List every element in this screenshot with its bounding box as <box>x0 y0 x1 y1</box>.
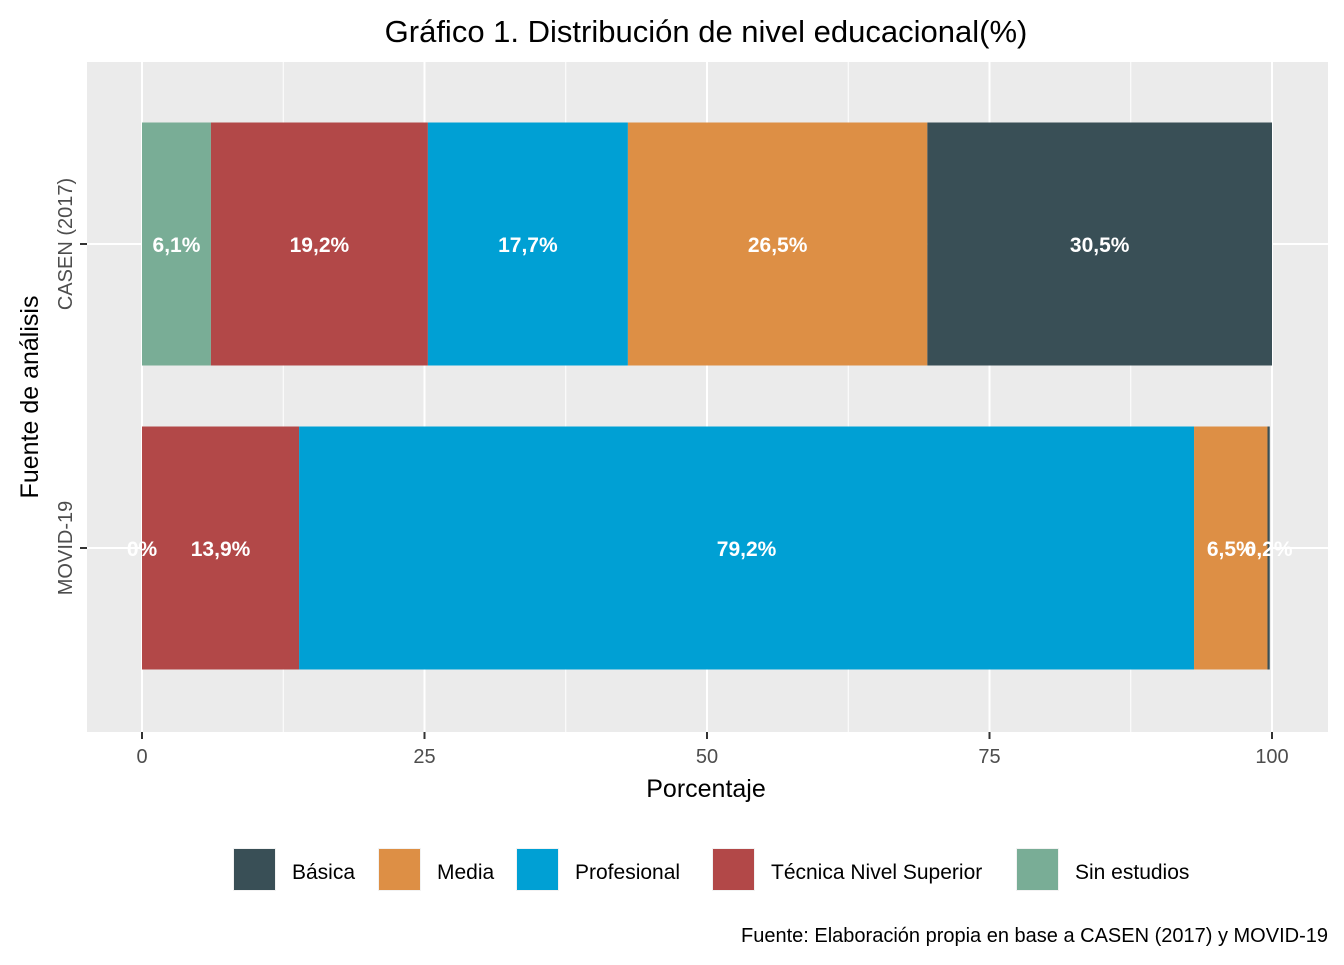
legend-label: Sin estudios <box>1075 861 1189 884</box>
legend-label: Técnica Nivel Superior <box>771 861 982 884</box>
bar-segment <box>210 122 428 366</box>
bar-value-label: 30,5% <box>1070 234 1130 257</box>
bar-value-label: 79,2% <box>717 538 777 561</box>
y-tick-label: CASEN (2017) <box>55 178 77 310</box>
bar-value-label: 13,9% <box>191 538 251 561</box>
x-axis-label: Porcentaje <box>646 775 766 803</box>
x-tick-label: 0 <box>136 746 147 768</box>
bar-value-label: 0,2% <box>1245 538 1293 561</box>
bar-segment <box>1194 426 1268 670</box>
bar-segment <box>1267 426 1270 670</box>
bar-value-label: 19,2% <box>290 234 350 257</box>
legend-label: Básica <box>292 861 355 884</box>
legend-swatch <box>1017 849 1058 890</box>
y-tick-label: MOVID-19 <box>55 501 77 595</box>
bar-value-label: 17,7% <box>498 234 558 257</box>
x-tick-label: 50 <box>696 746 718 768</box>
bar-segment <box>299 426 1195 670</box>
legend-label: Media <box>437 861 495 884</box>
bar-labels: 6,1% 19,2% 17,7% 26,5% 30,5% 0% 13,9% 79,2% 6,5%… <box>127 234 1293 561</box>
bar-value-label: 6,5% <box>1207 538 1255 561</box>
legend-swatch <box>234 849 275 890</box>
bar-value-label: 26,5% <box>748 234 808 257</box>
bar-value-label: 0% <box>127 538 158 561</box>
bar-segment <box>142 122 211 366</box>
bar-segment <box>627 122 928 366</box>
bars <box>142 122 1272 670</box>
bar-segment <box>142 426 300 670</box>
y-axis-label: Fuente de análisis <box>16 296 44 499</box>
caption: Fuente: Elaboración propia en base a CAS… <box>741 925 1328 947</box>
bar-value-label: 6,1% <box>153 234 201 257</box>
x-axis: 0 25 50 75 100 <box>136 732 1289 768</box>
y-axis: CASEN (2017) MOVID-19 <box>55 178 87 595</box>
legend-swatch <box>517 849 558 890</box>
x-tick-label: 100 <box>1255 746 1288 768</box>
x-tick-label: 75 <box>978 746 1000 768</box>
legend-swatch <box>379 849 420 890</box>
legend: Básica Media Profesional Técnica Nivel Supe… <box>233 848 1189 891</box>
bar-segment <box>927 122 1272 366</box>
chart-title: Gráfico 1. Distribución de nivel educaci… <box>385 14 1028 49</box>
legend-label: Profesional <box>575 861 680 884</box>
legend-swatch <box>713 849 754 890</box>
bar-segment <box>427 122 628 366</box>
x-tick-label: 25 <box>413 746 435 768</box>
